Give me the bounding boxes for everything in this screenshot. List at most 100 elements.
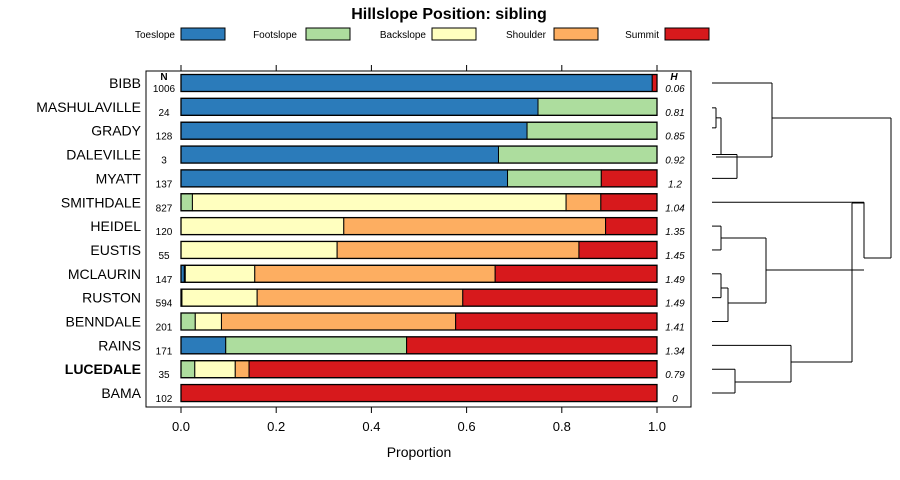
x-tick-label: 0.0 <box>172 419 190 434</box>
row: MASHULAVILLE 24 0.81 <box>36 97 685 119</box>
category-label: EUSTIS <box>90 242 141 258</box>
plot-frame <box>145 70 692 408</box>
row: LUCEDALE 35 0.79 <box>65 360 685 381</box>
h-value: 0.85 <box>665 132 685 143</box>
legend-label: Backslope <box>380 30 427 41</box>
x-tick-label: 0.4 <box>362 419 380 434</box>
h-value: 1.35 <box>665 227 685 238</box>
category-label: HEIDEL <box>90 218 141 234</box>
legend-swatch <box>305 27 351 41</box>
legend-swatch <box>180 27 226 41</box>
bar-segment <box>600 169 658 188</box>
dendrogram <box>712 82 892 394</box>
bar-outline <box>180 383 658 403</box>
legend-swatch <box>431 27 477 41</box>
legend-label: Summit <box>625 30 659 41</box>
bar-segment <box>180 384 658 403</box>
h-value: 1.2 <box>668 179 682 190</box>
row: EUSTIS 55 1.45 <box>90 240 685 262</box>
bar-outline <box>180 73 658 93</box>
bar-segment <box>526 121 658 140</box>
bar-outline <box>180 288 658 307</box>
bar-segment <box>254 264 496 283</box>
n-value: 55 <box>158 251 170 262</box>
category-label: BENNDALE <box>66 314 141 330</box>
row: RAINS 171 1.34 <box>98 336 685 357</box>
bar-segment <box>651 74 658 92</box>
bar-segment <box>180 145 499 164</box>
bar-outline <box>180 145 658 164</box>
bar-segment <box>462 288 658 307</box>
legend-label: Shoulder <box>506 30 547 41</box>
bar-segment <box>234 360 250 379</box>
n-value: 827 <box>156 203 173 214</box>
x-tick-label: 0.2 <box>267 419 285 434</box>
bar-outline <box>180 121 658 140</box>
n-value: 137 <box>156 179 173 190</box>
x-axis: 0.0 0.2 0.4 0.6 0.8 1.0 <box>172 406 666 434</box>
bar-rows: BIBB 1006 0.06 MASHULAVILLE 24 0.81 GRADY 128 0.… <box>36 73 685 405</box>
h-value: 0 <box>672 394 678 405</box>
x-axis-label: Proportion <box>387 444 452 460</box>
x-tick-label: 0.8 <box>553 419 571 434</box>
bar-segment <box>180 74 653 92</box>
bar-segment <box>406 336 658 355</box>
bar-segment <box>191 193 567 212</box>
bar-segment <box>180 217 345 236</box>
bar-segment <box>180 312 196 331</box>
row: BENNDALE 201 1.41 <box>66 312 685 334</box>
h-value: 1.45 <box>665 251 685 262</box>
bar-segment <box>180 336 227 355</box>
bar-outline <box>180 264 658 283</box>
bar-segment <box>180 193 193 212</box>
h-value: 0.79 <box>665 370 685 381</box>
h-value: 0.06 <box>665 84 685 95</box>
legend-label: Footslope <box>253 30 297 41</box>
bar-segment <box>194 312 222 331</box>
bar-segment <box>336 240 580 259</box>
bar-segment <box>184 264 256 283</box>
bar-outline <box>180 169 658 188</box>
n-value: 1006 <box>153 84 176 95</box>
legend: Toeslope Footslope Backslope Shoulder Summit <box>135 27 710 41</box>
category-label: RAINS <box>98 337 141 353</box>
legend-swatch <box>553 27 599 41</box>
row: HEIDEL 120 1.35 <box>90 216 685 238</box>
top-axis-ticks <box>180 65 658 71</box>
category-label: BAMA <box>101 385 141 401</box>
bar-outline <box>180 240 658 260</box>
n-value: 24 <box>158 108 170 119</box>
bar-segment <box>455 312 658 331</box>
bar-segment <box>600 193 658 212</box>
bar-segment <box>494 264 658 283</box>
n-value: 3 <box>161 156 167 167</box>
category-label: DALEVILLE <box>66 147 141 163</box>
bar-segment <box>497 145 658 164</box>
h-value: 1.49 <box>665 275 685 286</box>
category-label: RUSTON <box>82 290 141 306</box>
bar-segment <box>180 121 528 140</box>
category-label: LUCEDALE <box>65 361 141 377</box>
bar-outline <box>180 193 658 212</box>
n-value: 201 <box>156 323 173 334</box>
x-tick-label: 0.6 <box>458 419 476 434</box>
bar-outline <box>180 97 658 116</box>
n-value: 102 <box>156 394 173 405</box>
row: MYATT 137 1.2 <box>96 169 682 190</box>
bar-outline <box>180 216 658 236</box>
legend-label: Toeslope <box>135 30 175 41</box>
n-value: 128 <box>156 132 173 143</box>
chart-title: Hillslope Position: sibling <box>351 6 547 23</box>
h-header: H <box>670 72 678 83</box>
n-header: N <box>160 72 167 83</box>
bar-segment <box>605 217 658 236</box>
bar-segment <box>578 240 658 259</box>
bar-segment <box>256 288 464 307</box>
bar-outline <box>180 336 658 355</box>
bar-segment <box>343 217 607 236</box>
row: SMITHDALE 827 1.04 <box>61 193 685 214</box>
bar-outline <box>180 312 658 331</box>
h-value: 1.49 <box>665 299 685 310</box>
